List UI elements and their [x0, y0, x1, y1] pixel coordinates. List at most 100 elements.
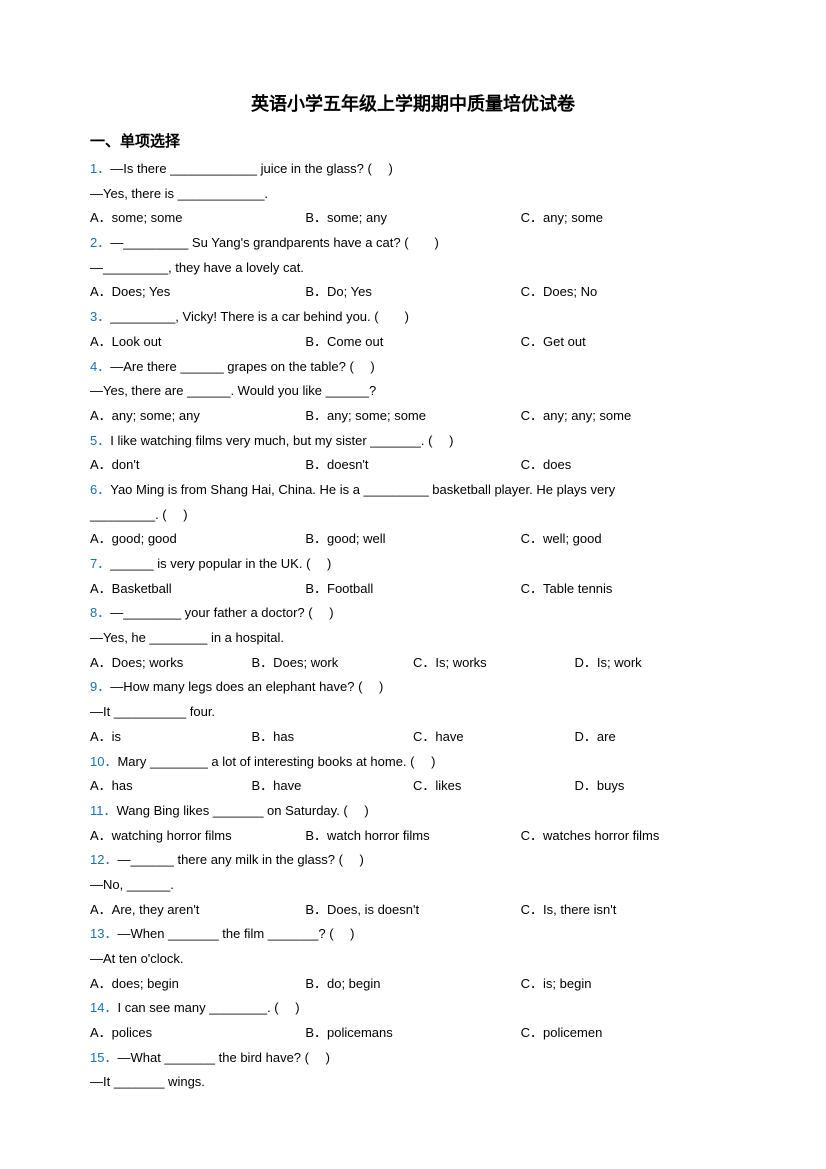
question-number: 14．	[90, 1000, 117, 1015]
question: 4．—Are there ______ grapes on the table?…	[90, 355, 736, 429]
option[interactable]: A．does; begin	[90, 972, 305, 997]
question-line: 2．—_________ Su Yang's grandparents have…	[90, 231, 736, 256]
question-line: 13．—When _______ the film _______? ( )	[90, 922, 736, 947]
question-line: 15．—What _______ the bird have? ( )	[90, 1046, 736, 1071]
option-row: A．isB．hasC．haveD．are	[90, 725, 736, 750]
question: 3．_________, Vicky! There is a car behin…	[90, 305, 736, 354]
option[interactable]: B．Does, is doesn't	[305, 898, 520, 923]
option[interactable]: A．Look out	[90, 330, 305, 355]
question-text: —________ your father a doctor? ( )	[110, 605, 333, 620]
option-row: A．hasB．haveC．likesD．buys	[90, 774, 736, 799]
option[interactable]: A．polices	[90, 1021, 305, 1046]
question-line: —It _______ wings.	[90, 1070, 736, 1095]
question-number: 3．	[90, 309, 110, 324]
question-line: 5．I like watching films very much, but m…	[90, 429, 736, 454]
option[interactable]: A．watching horror films	[90, 824, 305, 849]
option[interactable]: A．good; good	[90, 527, 305, 552]
option[interactable]: B．Does; work	[252, 651, 414, 676]
option[interactable]: A．Basketball	[90, 577, 305, 602]
option-row: A．Are, they aren'tB．Does, is doesn'tC．Is…	[90, 898, 736, 923]
option[interactable]: B．any; some; some	[305, 404, 520, 429]
option[interactable]: D．are	[575, 725, 737, 750]
option[interactable]: A．Does; Yes	[90, 280, 305, 305]
option[interactable]: C．does	[521, 453, 736, 478]
question-text: Mary ________ a lot of interesting books…	[117, 754, 435, 769]
option-row: A．policesB．policemansC．policemen	[90, 1021, 736, 1046]
option[interactable]: C．likes	[413, 774, 575, 799]
question-number: 13．	[90, 926, 117, 941]
option[interactable]: B．policemans	[305, 1021, 520, 1046]
option[interactable]: B．has	[252, 725, 414, 750]
option[interactable]: C．policemen	[521, 1021, 736, 1046]
question-text: Wang Bing likes _______ on Saturday. ( )	[117, 803, 369, 818]
option[interactable]: C．Table tennis	[521, 577, 736, 602]
option[interactable]: B．have	[252, 774, 414, 799]
option[interactable]: B．do; begin	[305, 972, 520, 997]
question-text: —_________ Su Yang's grandparents have a…	[110, 235, 439, 250]
option[interactable]: C．Is, there isn't	[521, 898, 736, 923]
option[interactable]: C．Get out	[521, 330, 736, 355]
question: 12．—______ there any milk in the glass? …	[90, 848, 736, 922]
option[interactable]: A．don't	[90, 453, 305, 478]
option[interactable]: B．Come out	[305, 330, 520, 355]
question-text: —Are there ______ grapes on the table? (…	[110, 359, 375, 374]
option[interactable]: C．is; begin	[521, 972, 736, 997]
option[interactable]: A．Does; works	[90, 651, 252, 676]
option[interactable]: D．buys	[575, 774, 737, 799]
question-number: 12．	[90, 852, 117, 867]
question-line: 8．—________ your father a doctor? ( )	[90, 601, 736, 626]
option[interactable]: A．has	[90, 774, 252, 799]
question-text: —What _______ the bird have? ( )	[117, 1050, 329, 1065]
question-line: 7．______ is very popular in the UK. ( )	[90, 552, 736, 577]
question: 10．Mary ________ a lot of interesting bo…	[90, 750, 736, 799]
question-number: 1．	[90, 161, 110, 176]
question-line: 14．I can see many ________. ( )	[90, 996, 736, 1021]
question-line: 12．—______ there any milk in the glass? …	[90, 848, 736, 873]
question-number: 11．	[90, 803, 117, 818]
option[interactable]: A．is	[90, 725, 252, 750]
option[interactable]: C．well; good	[521, 527, 736, 552]
option[interactable]: C．Is; works	[413, 651, 575, 676]
question-line: 6．Yao Ming is from Shang Hai, China. He …	[90, 478, 736, 503]
question-number: 6．	[90, 482, 110, 497]
option[interactable]: B．good; well	[305, 527, 520, 552]
option-row: A．Does; YesB．Do; YesC．Does; No	[90, 280, 736, 305]
option[interactable]: C．Does; No	[521, 280, 736, 305]
option[interactable]: D．Is; work	[575, 651, 737, 676]
question: 8．—________ your father a doctor? ( )—Ye…	[90, 601, 736, 675]
option[interactable]: C．have	[413, 725, 575, 750]
option-row: A．Does; worksB．Does; workC．Is; worksD．Is…	[90, 651, 736, 676]
question-number: 2．	[90, 235, 110, 250]
question-line: 3．_________, Vicky! There is a car behin…	[90, 305, 736, 330]
question-line: —At ten o'clock.	[90, 947, 736, 972]
question-number: 7．	[90, 556, 110, 571]
option[interactable]: C．watches horror films	[521, 824, 736, 849]
question-line: —_________, they have a lovely cat.	[90, 256, 736, 281]
option[interactable]: B．watch horror films	[305, 824, 520, 849]
option[interactable]: B．Football	[305, 577, 520, 602]
question-line: —Yes, he ________ in a hospital.	[90, 626, 736, 651]
option[interactable]: A．any; some; any	[90, 404, 305, 429]
question-text: —______ there any milk in the glass? ( )	[117, 852, 363, 867]
option[interactable]: B．Do; Yes	[305, 280, 520, 305]
option-row: A．does; beginB．do; beginC．is; begin	[90, 972, 736, 997]
question-text: I like watching films very much, but my …	[110, 433, 453, 448]
option-row: A．any; some; anyB．any; some; someC．any; …	[90, 404, 736, 429]
question: 1．—Is there ____________ juice in the gl…	[90, 157, 736, 231]
question-number: 8．	[90, 605, 110, 620]
question: 6．Yao Ming is from Shang Hai, China. He …	[90, 478, 736, 552]
question-number: 5．	[90, 433, 110, 448]
question-text: _________, Vicky! There is a car behind …	[110, 309, 409, 324]
option[interactable]: C．any; any; some	[521, 404, 736, 429]
question-list: 1．—Is there ____________ juice in the gl…	[90, 157, 736, 1095]
question-text: —How many legs does an elephant have? ( …	[110, 679, 383, 694]
option[interactable]: A．Are, they aren't	[90, 898, 305, 923]
question-text: —When _______ the film _______? ( )	[117, 926, 354, 941]
option[interactable]: C．any; some	[521, 206, 736, 231]
option[interactable]: A．some; some	[90, 206, 305, 231]
option[interactable]: B．some; any	[305, 206, 520, 231]
option[interactable]: B．doesn't	[305, 453, 520, 478]
question-line: 10．Mary ________ a lot of interesting bo…	[90, 750, 736, 775]
question-number: 4．	[90, 359, 110, 374]
option-row: A．don'tB．doesn'tC．does	[90, 453, 736, 478]
